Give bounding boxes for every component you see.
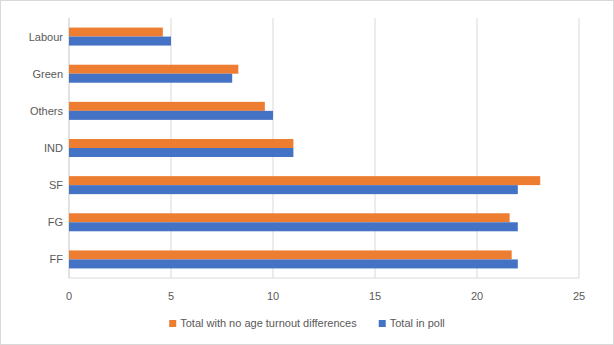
category-label: FG: [48, 216, 63, 228]
tick-label: 5: [168, 290, 174, 302]
frame: [1, 1, 614, 345]
bar: [69, 74, 232, 83]
grid-line: [579, 18, 580, 278]
bar: [69, 139, 293, 148]
bar: [69, 148, 293, 157]
category-label: Labour: [29, 31, 64, 43]
category-label: IND: [44, 142, 63, 154]
bars: [69, 28, 540, 269]
bar: [69, 176, 540, 185]
category-label: SF: [49, 179, 63, 191]
bar: [69, 222, 518, 231]
bar: [69, 185, 518, 194]
bar: [69, 37, 171, 46]
category-label: Green: [32, 68, 63, 80]
legend-swatch: [379, 320, 386, 327]
legend-swatch: [169, 320, 176, 327]
legend: Total with no age turnout differences Tot…: [169, 317, 445, 329]
grid-line: [375, 18, 376, 278]
tick-label: 0: [66, 290, 72, 302]
bar: [69, 102, 265, 111]
legend-label: Total in poll: [390, 317, 445, 329]
tick-label: 20: [471, 290, 483, 302]
bar: [69, 259, 518, 268]
bar: [69, 213, 510, 222]
chart: 0 5 10 15 20 25 FF FG SF IND Others Green Labour Tota…: [0, 0, 614, 345]
axis-line: [69, 278, 579, 279]
bar: [69, 65, 238, 74]
tick-label: 25: [573, 290, 585, 302]
category-label: Others: [30, 105, 64, 117]
bar: [69, 111, 273, 120]
tick-label: 10: [267, 290, 279, 302]
bar: [69, 28, 163, 37]
tick-label: 15: [369, 290, 381, 302]
grid-line: [477, 18, 478, 278]
bar: [69, 250, 512, 259]
category-label: FF: [50, 253, 64, 265]
legend-label: Total with no age turnout differences: [180, 317, 357, 329]
